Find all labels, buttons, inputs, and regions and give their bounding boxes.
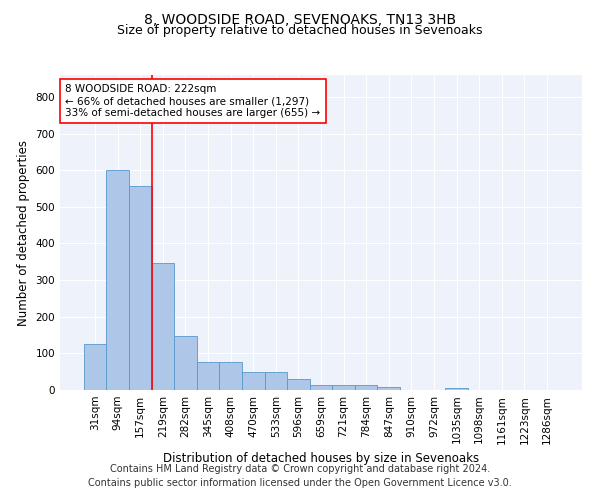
Bar — [129, 186, 152, 390]
Text: 8 WOODSIDE ROAD: 222sqm
← 66% of detached houses are smaller (1,297)
33% of semi: 8 WOODSIDE ROAD: 222sqm ← 66% of detache… — [65, 84, 320, 117]
Y-axis label: Number of detached properties: Number of detached properties — [17, 140, 30, 326]
Bar — [265, 372, 287, 390]
Text: Size of property relative to detached houses in Sevenoaks: Size of property relative to detached ho… — [117, 24, 483, 37]
Bar — [332, 385, 355, 390]
Bar — [106, 170, 129, 390]
Bar — [242, 372, 265, 390]
Bar — [84, 344, 106, 390]
Text: Contains HM Land Registry data © Crown copyright and database right 2024.
Contai: Contains HM Land Registry data © Crown c… — [88, 464, 512, 487]
X-axis label: Distribution of detached houses by size in Sevenoaks: Distribution of detached houses by size … — [163, 452, 479, 465]
Bar — [377, 387, 400, 390]
Bar — [355, 385, 377, 390]
Text: 8, WOODSIDE ROAD, SEVENOAKS, TN13 3HB: 8, WOODSIDE ROAD, SEVENOAKS, TN13 3HB — [144, 12, 456, 26]
Bar — [152, 263, 174, 390]
Bar — [220, 362, 242, 390]
Bar — [174, 336, 197, 390]
Bar — [197, 362, 220, 390]
Bar — [445, 388, 468, 390]
Bar — [310, 384, 332, 390]
Bar — [287, 379, 310, 390]
